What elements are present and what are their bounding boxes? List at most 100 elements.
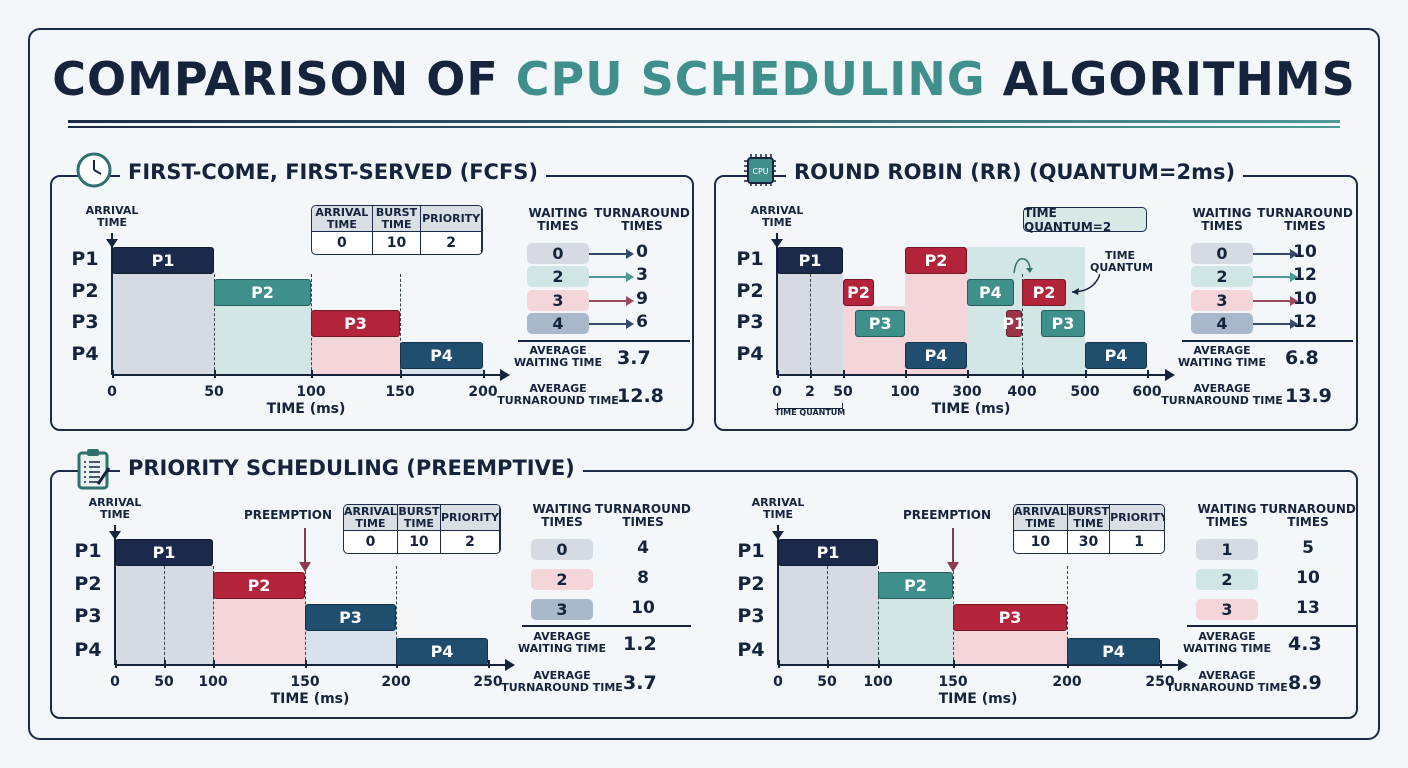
arrow-icon [589,323,629,325]
table-header: ARRIVAL TIME [312,206,373,232]
arrow-icon [589,253,629,255]
tick-label: 100 [198,674,228,690]
turnaround-time-value: 12 [1293,312,1317,332]
arrival-label: ARRIVAL TIME [88,495,142,521]
tick-label: 100 [890,384,920,400]
gantt-bar-p3: P3 [1040,309,1085,337]
arrival-arrow-icon [772,530,784,540]
schedule-shade [400,368,483,375]
gantt-bar-p3: P3 [855,309,905,337]
waiting-time-value: 0 [527,243,589,264]
waiting-time-value: 2 [527,266,589,287]
tick-mark [488,660,490,668]
stats-divider [1187,625,1356,627]
tick-label: 250 [473,674,503,690]
panel-title: PRIORITY SCHEDULING (PREEMPTIVE) [120,456,583,480]
tick-label: 300 [952,384,982,400]
waiting-time-value: 2 [1191,266,1253,287]
turnaround-time-value: 4 [637,538,649,558]
table-cell: 10 [398,531,441,553]
cycle-arrow-icon [1008,255,1038,281]
tick-mark [115,660,117,668]
preemption-arrowhead-icon [947,561,959,572]
avg-turnaround-value: 12.8 [617,385,664,407]
gantt-bar-p2: P2 [1022,278,1067,306]
tick-label: 500 [1070,384,1100,400]
row-label: P2 [71,280,99,302]
tick-mark [400,370,402,378]
preemption-arrow-icon [952,528,954,564]
avg-waiting-label: AVERAGE WAITING TIME [1178,344,1266,369]
arrowhead-icon [1290,249,1298,259]
waiting-time-value: 3 [531,599,593,620]
avg-waiting-label: AVERAGE WAITING TIME [1183,630,1271,655]
gantt-bar-p4: P4 [400,341,483,369]
waiting-time-value: 2 [1196,569,1258,590]
x-axis [777,374,1165,376]
stats-divider [518,340,690,342]
avg-waiting-label: AVERAGE WAITING TIME [518,630,606,655]
table-cell: 2 [441,531,500,553]
tick-label: 250 [1145,674,1175,690]
time-quantum-note: TIME QUANTUM [1090,249,1154,274]
clock-icon [76,152,112,192]
tick-mark [967,370,969,378]
dashed-marker [827,565,828,665]
gantt-bar-p2: P2 [905,246,967,274]
table-cell: 0 [312,232,373,254]
time-quantum-bracket [777,403,843,409]
priority-panel [50,470,1358,719]
avg-turnaround-label: AVERAGE TURNAROUND TIME [1161,382,1283,407]
tick-label: 150 [290,674,320,690]
waiting-times-header: WAITING TIMES [1192,206,1252,233]
arrowhead-icon [1290,319,1298,329]
schedule-shade [112,273,214,375]
x-axis [115,664,505,666]
gantt-bar-p4: P4 [967,278,1014,306]
svg-text:CPU: CPU [752,167,768,176]
tick-mark [483,370,485,378]
arrow-icon [1253,300,1293,302]
waiting-time-value: 1 [1196,539,1258,560]
avg-turnaround-label: AVERAGE TURNAROUND TIME [501,669,623,694]
time-quantum-bracket-label: TIME QUANTUM [774,408,846,417]
dashed-marker [396,565,397,665]
waiting-time-value: 2 [531,569,593,590]
tick-mark [843,370,845,378]
gantt-bar-p1: P1 [115,538,213,566]
tick-label: 50 [204,384,224,400]
dashed-marker [1067,565,1068,665]
tick-label: 50 [833,384,853,400]
panel-title: ROUND ROBIN (RR) (QUANTUM=2ms) [786,160,1244,184]
x-axis [778,664,1178,666]
schedule-shade [878,598,953,665]
tick-mark [777,370,779,378]
x-axis-title: TIME (ms) [266,401,346,417]
tick-label: 50 [154,674,174,690]
gantt-bar-p1: P1 [112,246,214,274]
turnaround-time-value: 13 [1296,598,1320,618]
gantt-bar-p3: P3 [953,603,1067,631]
waiting-time-value: 3 [1191,290,1253,311]
gantt-bar-p3: P3 [305,603,396,631]
turnaround-times-header: TURNAROUND TIMES [595,502,691,529]
avg-waiting-value: 1.2 [623,633,657,655]
title-rule [68,126,1340,128]
gantt-bar-p4: P4 [905,341,967,369]
schedule-shade [213,598,305,665]
tick-label: 200 [1052,674,1082,690]
table-cell: 2 [421,232,482,254]
table-header: PRIORITY [1110,505,1164,531]
tick-mark [1147,370,1149,378]
tick-label: 600 [1132,384,1162,400]
gantt-bar-p2: P2 [878,571,953,599]
table-header: PRIORITY [440,505,500,531]
y-axis [777,524,779,665]
y-axis [114,524,116,665]
turnaround-time-value: 6 [636,312,648,332]
arrowhead-icon [626,272,634,282]
avg-turnaround-value: 13.9 [1285,385,1332,407]
schedule-shade [214,305,311,375]
dashed-marker [810,273,811,375]
row-label: P1 [74,540,102,562]
